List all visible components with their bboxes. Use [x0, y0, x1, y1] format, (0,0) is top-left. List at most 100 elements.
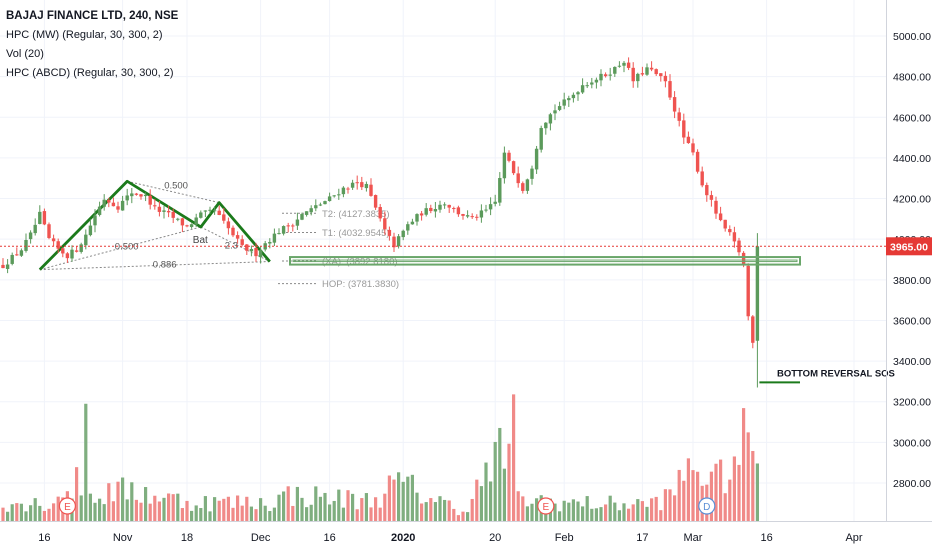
indicator-volume[interactable]: Vol (20) [6, 48, 44, 60]
volume-bar [332, 500, 336, 521]
candle-body [171, 211, 175, 218]
candle-body [511, 161, 516, 174]
candle-body [143, 194, 148, 197]
volume-bar [15, 503, 19, 521]
x-tick-label: 2020 [391, 532, 415, 544]
volume-bar [502, 468, 506, 521]
volume-bar [378, 507, 382, 521]
overlays: BOTTOM REVERSAL SOS E E D [0, 245, 895, 515]
candle-body [42, 211, 47, 225]
candle-body [571, 94, 576, 99]
y-tick-label: 3400.00 [893, 356, 931, 368]
candle-body [396, 236, 401, 247]
candle-body [640, 73, 645, 75]
symbol-title[interactable]: BAJAJ FINANCE LTD, 240, NSE [6, 10, 179, 22]
volume-bar [461, 511, 465, 521]
volume-bar [525, 506, 529, 521]
y-tick-label: 5000.00 [893, 31, 931, 43]
volume-bar [144, 487, 148, 521]
candle-body [1, 264, 5, 269]
candle-body [337, 194, 341, 196]
candle-body [728, 229, 732, 233]
volume-bar [650, 498, 654, 521]
volume-bar [282, 491, 286, 521]
candle-body [585, 85, 589, 87]
volume-bar [456, 515, 460, 521]
candle-body [61, 248, 65, 254]
volume-bar [732, 456, 736, 521]
candle-body [576, 92, 580, 95]
volume-bar [52, 503, 56, 521]
candle-body [700, 171, 704, 186]
candle-body [199, 212, 203, 218]
volume-bar [447, 500, 451, 521]
volume-bar [355, 509, 359, 521]
candle-body [300, 214, 304, 220]
candle-body [295, 219, 300, 226]
candle-body [281, 226, 286, 234]
target-label: T1: (4032.9545) [322, 228, 390, 239]
volume-bar [466, 512, 470, 521]
volume-bar [93, 502, 97, 521]
candle-body [456, 207, 461, 215]
candle-body [74, 250, 79, 252]
candle-body [406, 224, 410, 231]
volume-bar [213, 497, 217, 521]
candle-body [686, 136, 691, 144]
candles [1, 57, 760, 388]
volume-bar [341, 507, 345, 521]
volume-bar [314, 486, 318, 521]
last-price-label: 3965.00 [890, 241, 928, 253]
volume-bar [742, 408, 746, 521]
candle-body [235, 235, 240, 239]
candle-body [645, 67, 649, 75]
candle-body [613, 66, 617, 74]
candle-body [626, 62, 631, 68]
candle-body [102, 199, 106, 207]
volume-bar [728, 479, 732, 521]
candle-body [530, 168, 534, 179]
volume-bar [134, 499, 138, 521]
last-price-label-bg [886, 237, 932, 256]
x-tick-label: 16 [323, 532, 335, 544]
indicator-hpc-abcd[interactable]: HPC (ABCD) (Regular, 30, 300, 2) [6, 67, 174, 79]
candle-body [442, 204, 447, 206]
candle-body [24, 240, 28, 251]
volume-bar [438, 496, 442, 521]
volume-bar [406, 476, 410, 521]
candle-body [258, 250, 263, 258]
y-tick-label: 3200.00 [893, 397, 931, 409]
volume-bar [424, 502, 428, 521]
volume-bar [410, 474, 414, 521]
volume-bar [599, 507, 603, 521]
candle-body [525, 179, 530, 191]
y-tick-label: 4600.00 [893, 112, 931, 124]
volume-bar [231, 507, 235, 521]
candle-body [323, 201, 327, 205]
volume-bar [719, 459, 723, 521]
x-tick-label: 20 [489, 532, 501, 544]
volume-bar [24, 511, 28, 521]
volume-bar [107, 483, 111, 521]
candle-body [691, 143, 695, 153]
indicator-hpc-mw[interactable]: HPC (MW) (Regular, 30, 300, 2) [6, 29, 163, 41]
candle-body [433, 209, 438, 212]
volume-bar [668, 489, 672, 521]
volume-bar [38, 505, 42, 521]
candle-body [447, 204, 451, 208]
volume-bar [199, 508, 203, 521]
volume-bar [663, 489, 667, 521]
candle-body [10, 254, 14, 264]
volume-bar [622, 503, 626, 521]
candle-body [249, 248, 254, 252]
candle-body [125, 195, 129, 201]
candle-body [718, 213, 723, 221]
candle-body [594, 79, 599, 83]
volume-bar [535, 498, 539, 521]
candle-body [709, 195, 714, 200]
candle-body [176, 218, 180, 220]
volume-bar [318, 496, 322, 521]
volume-bar [305, 507, 309, 521]
